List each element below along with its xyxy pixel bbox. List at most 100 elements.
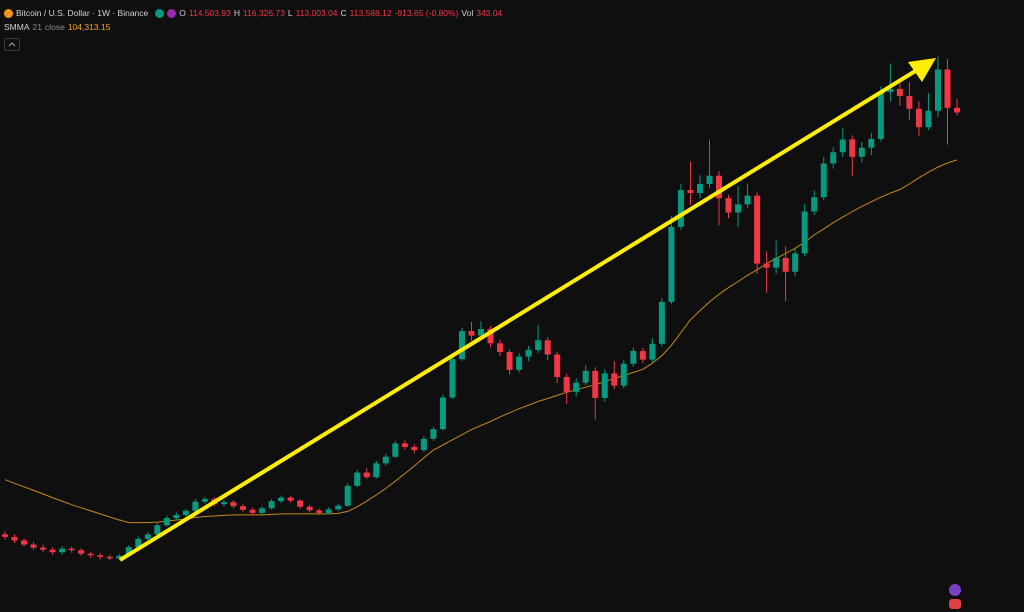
candle-body: [620, 363, 627, 386]
candle-body: [11, 536, 18, 541]
indicator-length: 21: [32, 22, 42, 32]
candle-body: [535, 340, 542, 350]
candle-body: [830, 152, 837, 164]
candle-body: [354, 472, 361, 486]
candle-body: [135, 538, 142, 548]
low-value: 113,003.04: [295, 8, 338, 18]
volume-value: 343.04: [476, 8, 503, 18]
candle-body: [40, 547, 47, 550]
candle-body: [125, 547, 132, 556]
candle-body: [478, 328, 484, 336]
candle-body: [677, 190, 684, 227]
candle-body: [392, 443, 399, 457]
candle-body: [668, 226, 675, 302]
candle-body: [287, 497, 294, 501]
candle-body: [420, 438, 427, 451]
candle-body: [630, 350, 637, 364]
collapse-icon: [8, 42, 16, 47]
candle-body: [259, 508, 266, 513]
candle-body: [430, 429, 437, 439]
candle-body: [954, 107, 960, 113]
candle-body: [2, 534, 8, 537]
alert-icon[interactable]: [949, 584, 961, 596]
indicator-source: close: [44, 22, 65, 32]
close-label: C: [340, 8, 347, 18]
candle-body: [363, 472, 370, 478]
candle-body: [316, 510, 323, 513]
candle-body: [887, 88, 894, 92]
candle-body: [230, 502, 237, 507]
candle-body: [487, 328, 494, 344]
candle-body: [925, 110, 932, 128]
event-icon[interactable]: [949, 599, 961, 609]
candle-body: [49, 549, 56, 553]
candle-body: [373, 463, 380, 478]
candle-body: [934, 69, 941, 111]
candle-body: [468, 331, 475, 336]
smma-line: [4, 159, 958, 524]
candle-body: [773, 257, 780, 268]
candle-body: [782, 257, 789, 272]
candle-body: [97, 555, 104, 557]
candle-body: [639, 350, 646, 360]
candle-body: [240, 506, 246, 510]
candle-body: [439, 397, 446, 430]
candle-body: [192, 501, 199, 511]
candle-body: [649, 343, 656, 360]
candle-body: [525, 349, 532, 357]
candle-body: [68, 548, 75, 551]
candle-body: [144, 534, 151, 539]
indicator-name: SMMA: [4, 22, 30, 32]
candle-body: [868, 138, 875, 148]
close-value: 113,588.12: [349, 8, 392, 18]
open-value: 114,503.93: [188, 8, 231, 18]
volume-label: Vol: [461, 8, 474, 18]
candle-body: [335, 505, 342, 510]
candle-body: [696, 183, 703, 194]
status-icon[interactable]: [155, 8, 165, 18]
candle-body: [792, 253, 799, 272]
high-value: 116,326.73: [242, 8, 285, 18]
candle-body: [944, 69, 951, 108]
arrow-head: [908, 58, 936, 82]
candle-body: [839, 139, 846, 153]
candle-body: [21, 540, 28, 545]
candle-body: [554, 354, 561, 378]
candle-body: [182, 510, 189, 515]
candle-body: [268, 501, 275, 509]
candle-body: [154, 525, 161, 535]
candle-body: [858, 147, 865, 157]
candle-body: [297, 500, 304, 507]
legend-header: Bitcoin / U.S. Dollar · 1W · Binance O 11…: [4, 6, 502, 34]
candle-body: [516, 356, 523, 370]
candle-body: [744, 195, 751, 205]
low-label: L: [287, 8, 293, 18]
candle-body: [849, 139, 856, 157]
candle-body: [915, 108, 922, 128]
candle-body: [116, 555, 123, 559]
candle-body: [278, 497, 285, 502]
candle-body: [563, 377, 570, 392]
share-icon[interactable]: [167, 8, 177, 18]
indicator-row[interactable]: SMMA 21 close 104,313.15: [4, 20, 502, 34]
collapse-button[interactable]: [4, 38, 20, 51]
candle-body: [811, 197, 818, 212]
candle-body: [449, 359, 456, 398]
candle-body: [201, 499, 208, 502]
candle-body: [725, 198, 732, 213]
candle-body: [59, 548, 66, 553]
candle-body: [611, 373, 618, 386]
candle-body: [411, 446, 418, 451]
candle-body: [801, 211, 808, 254]
candle-body: [325, 509, 332, 513]
candle-body: [687, 190, 694, 194]
change: -913.65 (-0.80%): [394, 8, 459, 18]
candle-body: [754, 195, 761, 264]
candle-body: [78, 550, 85, 554]
candle-body: [497, 343, 504, 352]
candle-body: [458, 331, 465, 360]
candle-body: [716, 175, 722, 199]
candle-body: [382, 456, 389, 464]
